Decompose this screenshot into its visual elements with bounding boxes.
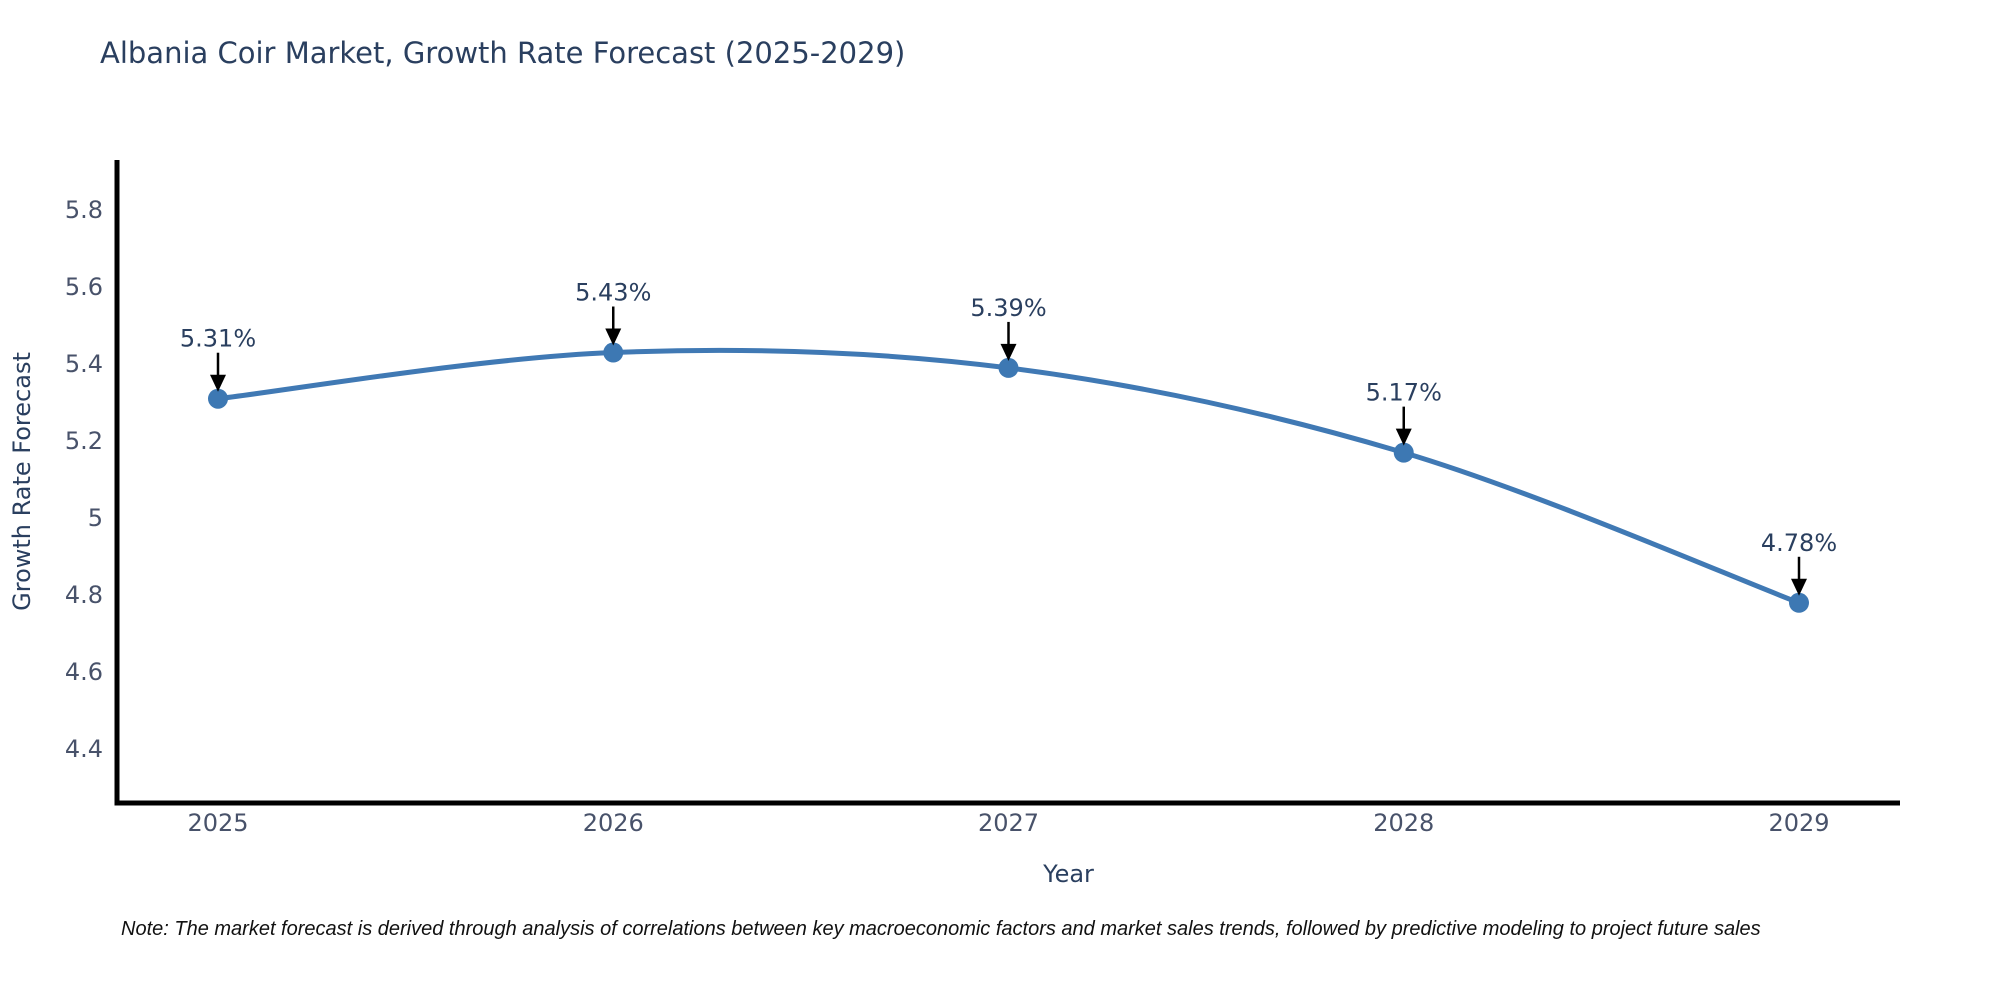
annotation-arrowhead [1395,428,1412,446]
x-tick-label: 2025 [187,809,248,837]
data-point [1393,442,1414,463]
data-point [208,388,228,409]
y-tick-label: 5.2 [65,427,103,455]
y-tick-label: 5.4 [65,350,103,378]
y-tick-label: 5.6 [65,273,103,301]
x-tick-label: 2028 [1373,809,1434,837]
data-point [1789,592,1809,613]
series-line [217,347,1800,606]
data-point [998,357,1019,378]
data-point-label: 5.39% [970,294,1046,322]
annotation-arrowhead [605,328,622,346]
footnote: Note: The market forecast is derived thr… [121,918,1761,940]
data-point-label: 4.78% [1761,529,1837,557]
y-tick-label: 5.8 [65,196,103,224]
y-axis-title: Growth Rate Forecast [8,352,36,611]
x-tick-label: 2026 [583,809,644,837]
x-tick-label: 2027 [978,809,1039,837]
y-tick-label: 4.8 [65,581,103,609]
data-point-label: 5.17% [1366,379,1442,407]
y-tick-label: 4.4 [65,735,103,763]
annotation-arrowhead [210,374,226,392]
chart-title: Albania Coir Market, Growth Rate Forecas… [100,36,906,70]
x-axis-title: Year [1042,860,1094,888]
data-point-label: 5.43% [575,279,651,307]
x-tick-label: 2029 [1768,809,1829,837]
annotation-arrowhead [1791,578,1807,596]
annotation-arrowhead [1000,343,1017,361]
y-tick-label: 5 [88,504,103,532]
y-tick-label: 4.6 [65,658,103,686]
data-point-label: 5.31% [180,325,256,353]
data-point [603,342,624,363]
